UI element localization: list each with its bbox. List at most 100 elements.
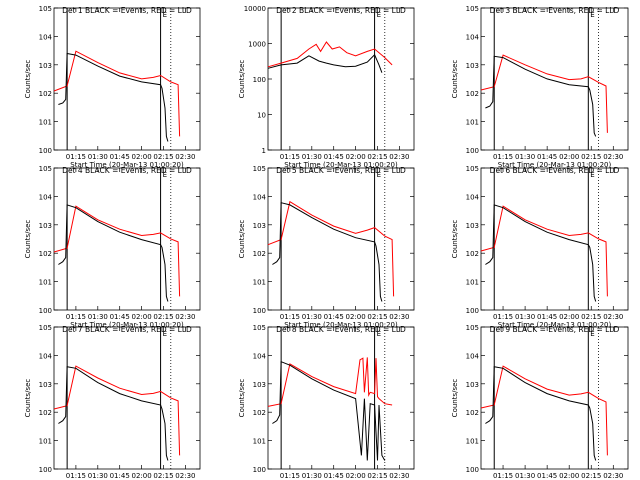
x-tick-label: 02:15 (367, 153, 387, 161)
x-tick-label: 01:30 (88, 472, 108, 480)
y-tick-label: 104 (466, 33, 480, 41)
x-tick-label: 01:45 (324, 472, 344, 480)
lld-series-line (267, 41, 393, 68)
events-series-line (58, 204, 169, 302)
y-axis-label: Counts/sec (24, 60, 32, 99)
x-tick-label: 02:30 (389, 153, 409, 161)
x-tick-label: 01:45 (324, 153, 344, 161)
y-tick-label: 102 (466, 409, 479, 417)
x-tick-label: 02:00 (559, 472, 579, 480)
lld-series-line (267, 200, 395, 297)
x-tick-label: 01:30 (302, 153, 322, 161)
y-tick-label: 104 (253, 193, 267, 201)
y-tick-label: 105 (466, 165, 479, 173)
y-axis-label: Counts/sec (451, 60, 459, 99)
x-tick-label: 02:00 (132, 313, 152, 321)
y-tick-label: 101 (253, 438, 266, 446)
lld-series-line (480, 205, 608, 297)
y-tick-label: 100 (466, 307, 479, 315)
panel-title: Det 1 BLACK = Events, RED = LLD (62, 6, 192, 15)
y-axis-label: Counts/sec (24, 220, 32, 259)
marker-label: E (377, 330, 381, 338)
x-tick-label: 01:15 (493, 313, 513, 321)
y-tick-label: 10 (257, 112, 266, 120)
x-tick-label: 02:15 (367, 313, 387, 321)
y-tick-label: 102 (253, 409, 266, 417)
y-tick-label: 104 (39, 33, 53, 41)
y-tick-label: 100 (253, 307, 266, 315)
plot-frame (480, 326, 629, 470)
x-tick-label: 01:45 (324, 313, 344, 321)
x-tick-label: 01:15 (280, 472, 300, 480)
y-tick-label: 101 (466, 119, 479, 127)
x-tick-label: 02:15 (153, 153, 173, 161)
plot-frame (267, 7, 415, 151)
y-axis-label: Counts/sec (24, 379, 32, 418)
x-tick-label: 01:15 (493, 153, 513, 161)
y-tick-label: 102 (466, 90, 479, 98)
marker-label: E (163, 171, 167, 179)
y-tick-label: 105 (253, 324, 266, 332)
x-tick-label: 01:45 (537, 313, 557, 321)
x-axis-label: Start Time (20-Mar-13 01:00:20) (498, 161, 612, 169)
y-tick-label: 102 (39, 90, 52, 98)
x-tick-label: 02:30 (389, 313, 409, 321)
events-series-line (485, 55, 597, 137)
y-tick-label: 101 (39, 119, 52, 127)
y-tick-label: 101 (253, 279, 266, 287)
lld-series-line (267, 357, 393, 407)
panel-title: Det 8 BLACK = Events, RED = LLD (276, 325, 406, 334)
x-tick-label: 02:30 (603, 153, 623, 161)
x-axis-label: Start Time (20-Mar-13 01:00:20) (284, 161, 398, 169)
x-tick-label: 02:30 (175, 153, 195, 161)
marker-label: E (377, 171, 381, 179)
detector-panel-2: 1 10 100 1000 10000 01:15 01:30 01:45 02:00 02:15… (238, 5, 415, 169)
x-axis-label: Start Time (20-Mar-13 01:00:20) (498, 321, 612, 329)
marker-label: E (163, 330, 167, 338)
x-tick-label: 01:15 (66, 313, 86, 321)
x-tick-label: 01:45 (110, 153, 130, 161)
x-tick-label: 02:00 (346, 153, 366, 161)
plot-frame (53, 7, 201, 151)
y-tick-label: 102 (39, 409, 52, 417)
y-tick-label: 100 (39, 307, 52, 315)
y-tick-label: 1 (262, 147, 266, 155)
panel-title: Det 9 BLACK = Events, RED = LLD (490, 325, 620, 334)
lld-series-line (480, 54, 608, 133)
plot-frame (267, 167, 415, 311)
y-tick-label: 104 (39, 352, 53, 360)
x-tick-label: 01:45 (110, 472, 130, 480)
x-tick-label: 01:15 (493, 472, 513, 480)
y-axis-label: Counts/sec (238, 60, 246, 99)
x-tick-label: 02:00 (559, 153, 579, 161)
y-tick-label: 103 (253, 222, 266, 230)
y-tick-label: 100 (466, 147, 479, 155)
y-tick-label: 103 (253, 381, 266, 389)
x-axis-label: Start Time (20-Mar-13 01:00:20) (70, 321, 184, 329)
x-tick-label: 01:30 (88, 313, 108, 321)
events-series-line (485, 366, 597, 461)
y-axis-label: Counts/sec (238, 220, 246, 259)
x-tick-label: 02:00 (132, 153, 152, 161)
y-tick-label: 101 (39, 438, 52, 446)
events-series-line (58, 366, 169, 461)
x-tick-label: 01:15 (66, 153, 86, 161)
panel-title: Det 5 BLACK = Events, RED = LLD (276, 166, 406, 175)
x-tick-label: 01:15 (66, 472, 86, 480)
y-tick-label: 103 (39, 381, 52, 389)
x-tick-label: 01:30 (515, 472, 535, 480)
panel-title: Det 2 BLACK = Events, RED = LLD (276, 6, 406, 15)
x-tick-label: 02:15 (581, 313, 601, 321)
y-tick-label: 104 (466, 352, 480, 360)
x-tick-label: 02:15 (581, 153, 601, 161)
y-tick-label: 103 (39, 62, 52, 70)
x-tick-label: 01:30 (88, 153, 108, 161)
events-series-line (267, 53, 383, 73)
lld-series-line (53, 50, 181, 137)
